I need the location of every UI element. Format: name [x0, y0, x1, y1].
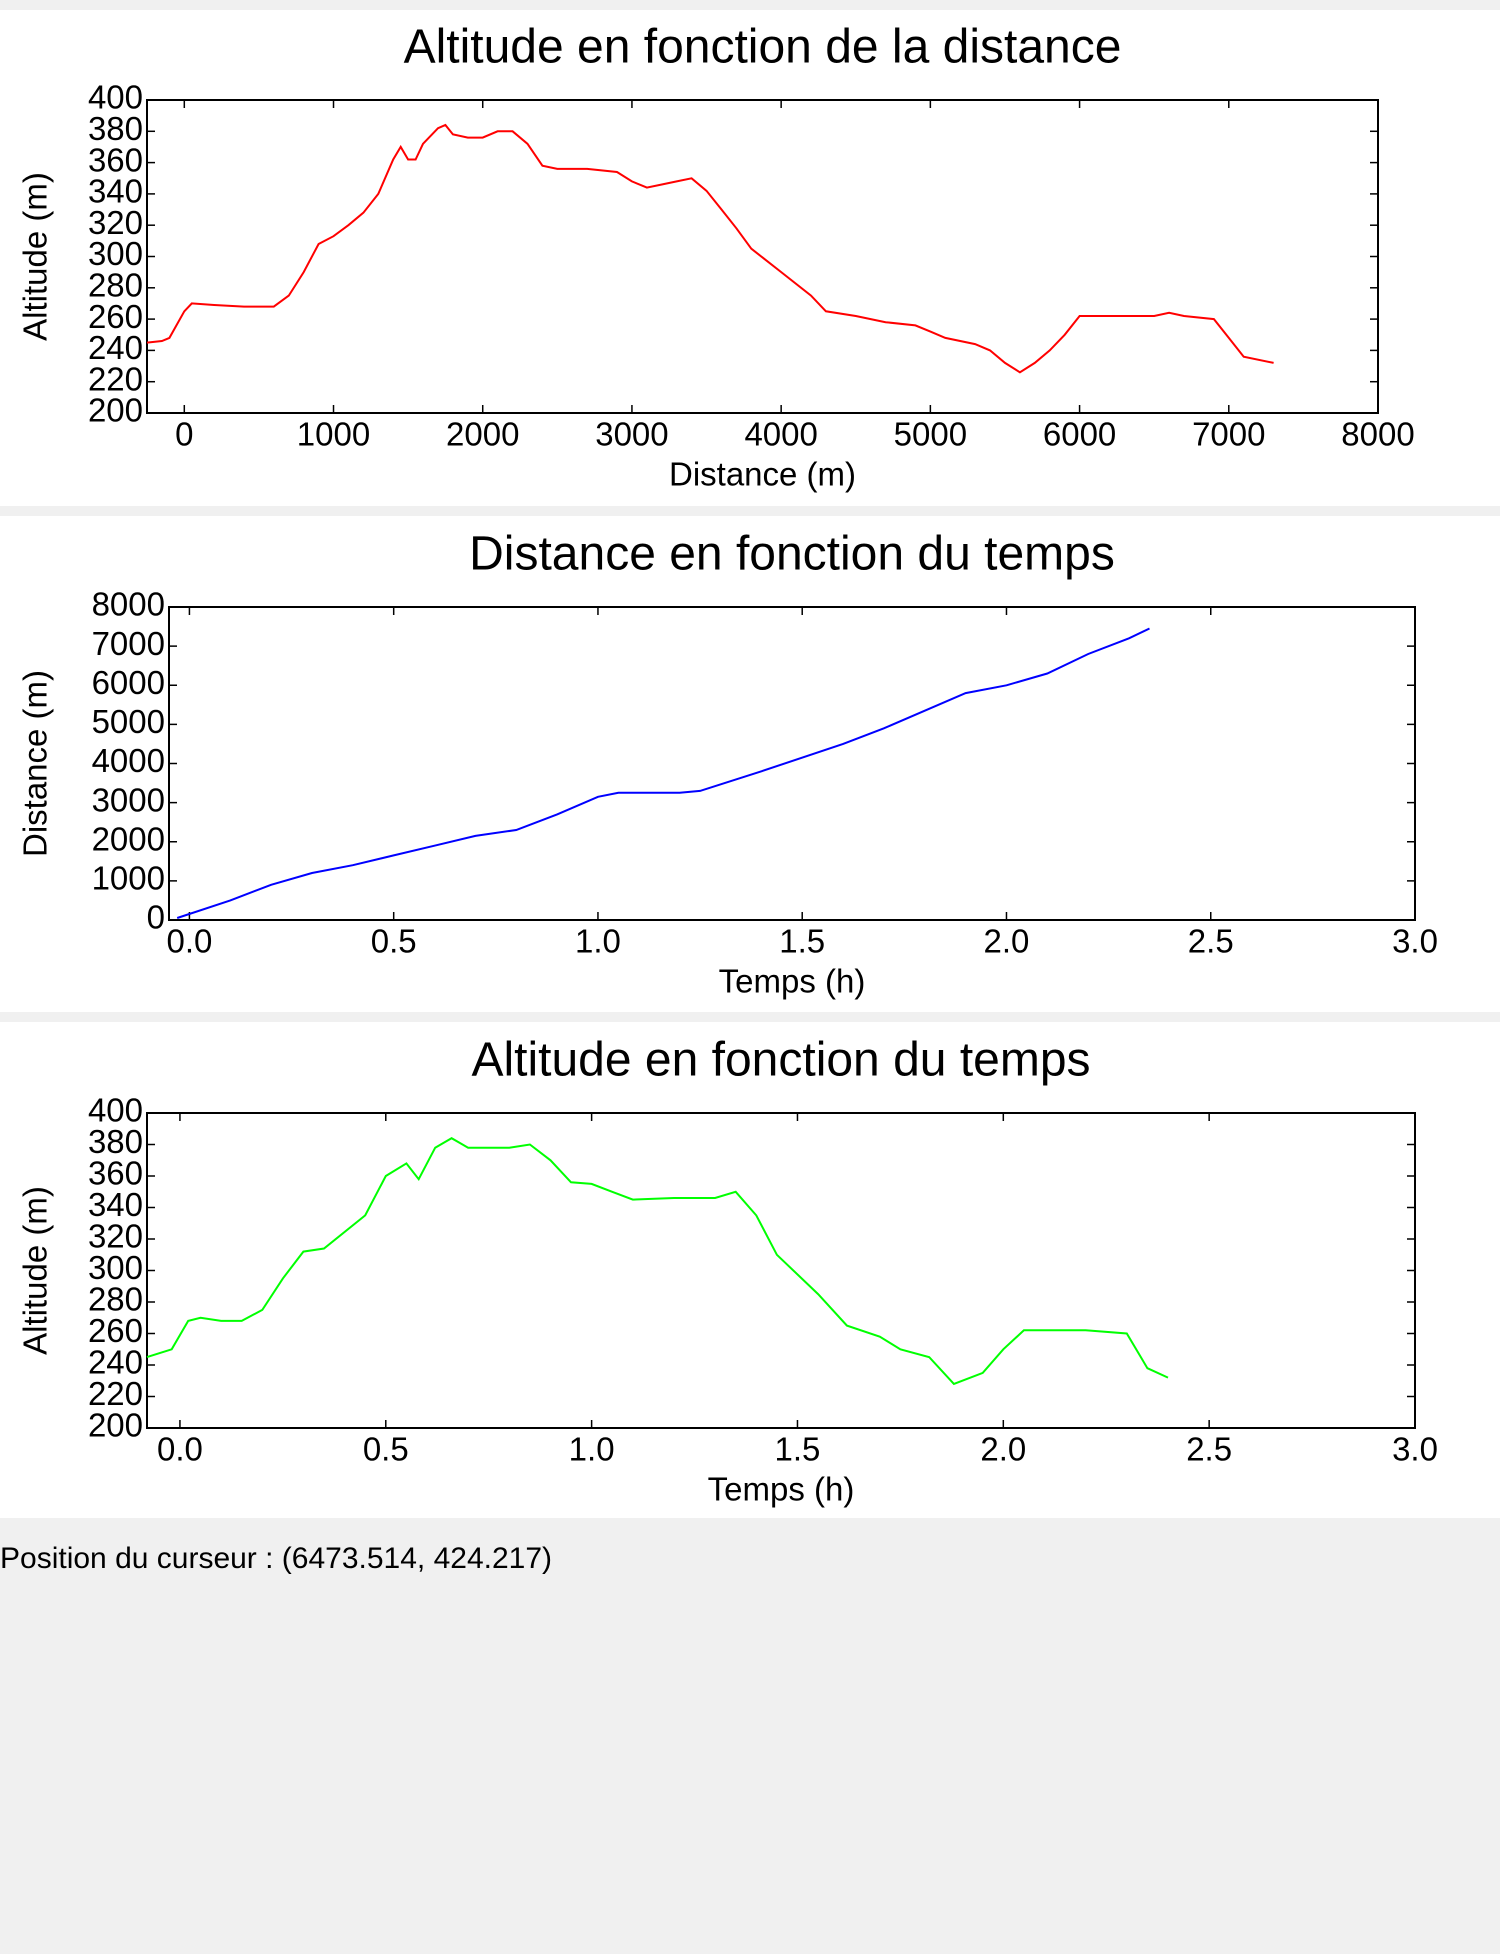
y-tick-label: 7000 [92, 625, 165, 662]
y-tick-label: 380 [88, 1123, 143, 1160]
x-tick-label: 1.5 [779, 923, 825, 960]
y-tick-label: 260 [88, 298, 143, 335]
data-line [176, 627, 1150, 919]
y-tick-label: 1000 [92, 860, 165, 897]
x-tick-label: 5000 [894, 416, 967, 453]
y-tick-label: 4000 [92, 742, 165, 779]
y-axis-label: Altitude (m) [17, 172, 54, 341]
y-tick-label: 240 [88, 329, 143, 366]
y-tick-label: 2000 [92, 820, 165, 857]
y-tick-label: 380 [88, 110, 143, 147]
y-tick-label: 8000 [92, 586, 165, 623]
x-tick-label: 2.5 [1188, 923, 1234, 960]
y-tick-label: 320 [88, 1218, 143, 1255]
x-tick-label: 2000 [446, 416, 519, 453]
chart-title: Altitude en fonction du temps [471, 1034, 1090, 1087]
x-tick-label: 1000 [297, 416, 370, 453]
x-axis-label: Temps (h) [719, 963, 866, 1000]
y-tick-label: 320 [88, 204, 143, 241]
y-tick-label: 6000 [92, 664, 165, 701]
y-tick-label: 220 [88, 1375, 143, 1412]
y-axis-label: Distance (m) [17, 670, 54, 857]
plot-area [146, 1112, 1416, 1429]
y-tick-label: 280 [88, 267, 143, 304]
x-tick-label: 3000 [595, 416, 668, 453]
status-text: Position du curseur : (6473.514, 424.217… [0, 1542, 552, 1575]
y-axis-label: Altitude (m) [17, 1186, 54, 1355]
y-tick-label: 300 [88, 235, 143, 272]
x-tick-label: 0.5 [371, 923, 417, 960]
y-tick-label: 360 [88, 141, 143, 178]
x-tick-label: 1.5 [775, 1431, 821, 1468]
x-tick-label: 1.0 [575, 923, 621, 960]
y-tick-label: 220 [88, 360, 143, 397]
x-tick-label: 3.0 [1392, 923, 1438, 960]
data-line [146, 123, 1274, 374]
x-tick-label: 0.0 [166, 923, 212, 960]
x-tick-label: 0.0 [157, 1431, 203, 1468]
x-tick-label: 0.5 [363, 1431, 409, 1468]
x-axis-label: Temps (h) [708, 1471, 855, 1508]
y-tick-label: 300 [88, 1249, 143, 1286]
x-tick-label: 2.0 [980, 1431, 1026, 1468]
chart-title: Distance en fonction du temps [469, 528, 1115, 581]
chart-title: Altitude en fonction de la distance [404, 21, 1122, 74]
y-tick-label: 0 [147, 899, 165, 936]
x-axis-label: Distance (m) [669, 456, 856, 493]
y-tick-label: 5000 [92, 703, 165, 740]
y-tick-label: 400 [88, 1092, 143, 1129]
y-tick-label: 400 [88, 79, 143, 116]
y-tick-label: 360 [88, 1155, 143, 1192]
x-tick-label: 1.0 [569, 1431, 615, 1468]
y-tick-label: 3000 [92, 781, 165, 818]
x-tick-label: 2.5 [1186, 1431, 1232, 1468]
y-tick-label: 340 [88, 1186, 143, 1223]
y-tick-label: 200 [88, 1407, 143, 1444]
y-tick-label: 240 [88, 1344, 143, 1381]
y-tick-label: 200 [88, 392, 143, 429]
x-tick-label: 7000 [1192, 416, 1265, 453]
x-tick-label: 8000 [1341, 416, 1414, 453]
plot-area [168, 606, 1416, 921]
x-tick-label: 3.0 [1392, 1431, 1438, 1468]
data-line [146, 1137, 1169, 1386]
x-tick-label: 2.0 [984, 923, 1030, 960]
x-tick-label: 6000 [1043, 416, 1116, 453]
y-tick-label: 260 [88, 1312, 143, 1349]
y-tick-label: 280 [88, 1281, 143, 1318]
x-tick-label: 4000 [744, 416, 817, 453]
x-tick-label: 0 [175, 416, 193, 453]
y-tick-label: 340 [88, 173, 143, 210]
